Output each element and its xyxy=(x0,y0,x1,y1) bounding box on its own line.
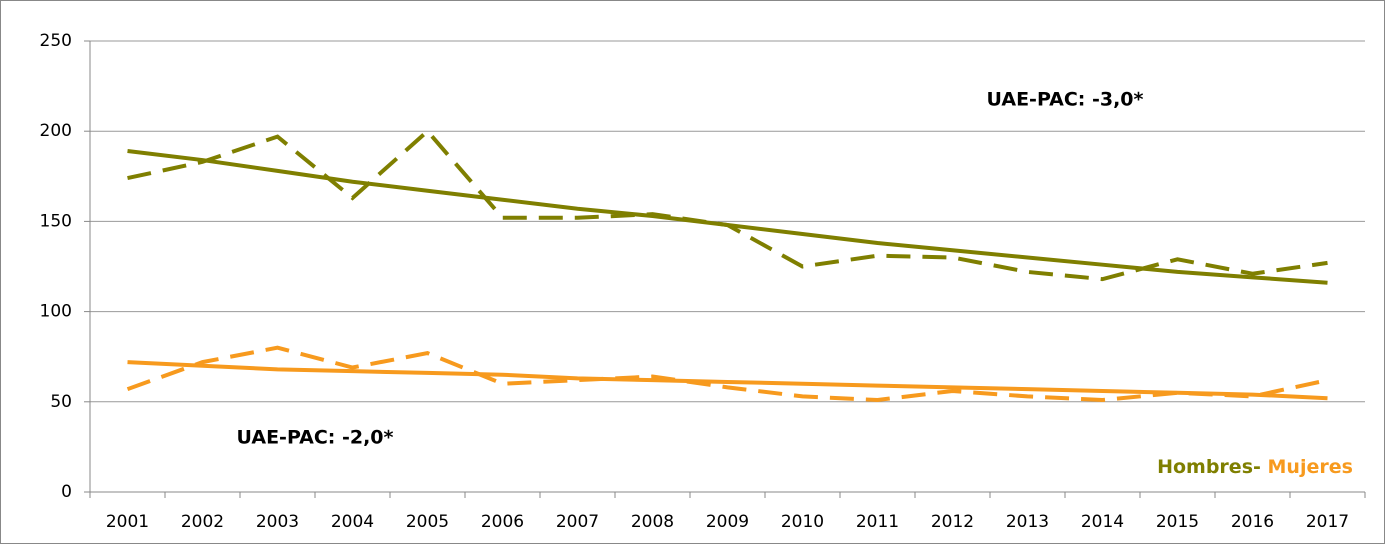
x-tick-label: 2016 xyxy=(1231,512,1274,532)
x-tick-label: 2017 xyxy=(1306,512,1349,532)
y-tick-label: 250 xyxy=(40,31,72,51)
annotation: UAE-PAC: -2,0* xyxy=(237,427,394,449)
annotation: Mujeres xyxy=(1268,456,1353,478)
x-tick-label: 2011 xyxy=(856,512,899,532)
series-line xyxy=(127,360,1328,401)
annotation: - xyxy=(1253,456,1261,478)
y-tick-label: 0 xyxy=(61,482,72,502)
series-line xyxy=(126,345,1328,403)
y-tick-label: 150 xyxy=(40,211,72,231)
x-tick-label: 2001 xyxy=(106,512,149,532)
annotation: UAE-PAC: -3,0* xyxy=(987,89,1144,111)
x-tick-label: 2009 xyxy=(706,512,749,532)
x-tick-label: 2003 xyxy=(256,512,299,532)
x-tick-label: 2008 xyxy=(631,512,674,532)
x-tick-label: 2006 xyxy=(481,512,524,532)
y-tick-label: 200 xyxy=(40,121,72,141)
y-tick-label: 50 xyxy=(50,392,72,412)
x-tick-label: 2015 xyxy=(1156,512,1199,532)
x-tick-label: 2007 xyxy=(556,512,599,532)
legend: Hombres- Mujeres xyxy=(1157,456,1353,478)
x-tick-label: 2004 xyxy=(331,512,374,532)
x-tick-label: 2005 xyxy=(406,512,449,532)
y-tick-label: 100 xyxy=(40,302,72,322)
annotation: Hombres xyxy=(1157,456,1253,478)
x-tick-label: 2014 xyxy=(1081,512,1124,532)
series-line xyxy=(127,149,1328,285)
x-tick-label: 2002 xyxy=(181,512,224,532)
x-tick-label: 2013 xyxy=(1006,512,1049,532)
x-tick-label: 2010 xyxy=(781,512,824,532)
x-tick-label: 2012 xyxy=(931,512,974,532)
